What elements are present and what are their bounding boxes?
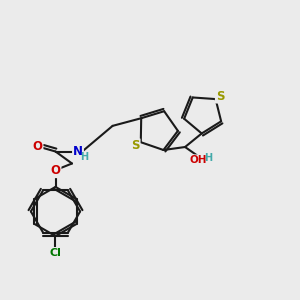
Text: S: S xyxy=(216,90,224,103)
Text: OH: OH xyxy=(190,155,207,165)
Text: H: H xyxy=(204,153,212,163)
Text: O: O xyxy=(50,164,61,177)
Text: S: S xyxy=(131,139,140,152)
Text: N: N xyxy=(73,145,83,158)
Text: H: H xyxy=(80,152,89,162)
Text: O: O xyxy=(32,140,43,153)
Text: Cl: Cl xyxy=(50,248,61,258)
